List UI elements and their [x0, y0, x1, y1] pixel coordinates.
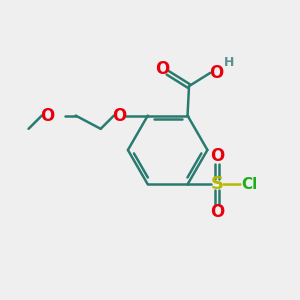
Text: O: O: [112, 106, 126, 124]
Text: O: O: [210, 203, 224, 221]
Text: O: O: [155, 60, 169, 78]
Text: O: O: [210, 64, 224, 82]
Text: H: H: [224, 56, 235, 69]
Text: O: O: [40, 106, 54, 124]
Text: O: O: [210, 148, 224, 166]
Text: S: S: [211, 176, 224, 194]
Text: Cl: Cl: [241, 177, 257, 192]
